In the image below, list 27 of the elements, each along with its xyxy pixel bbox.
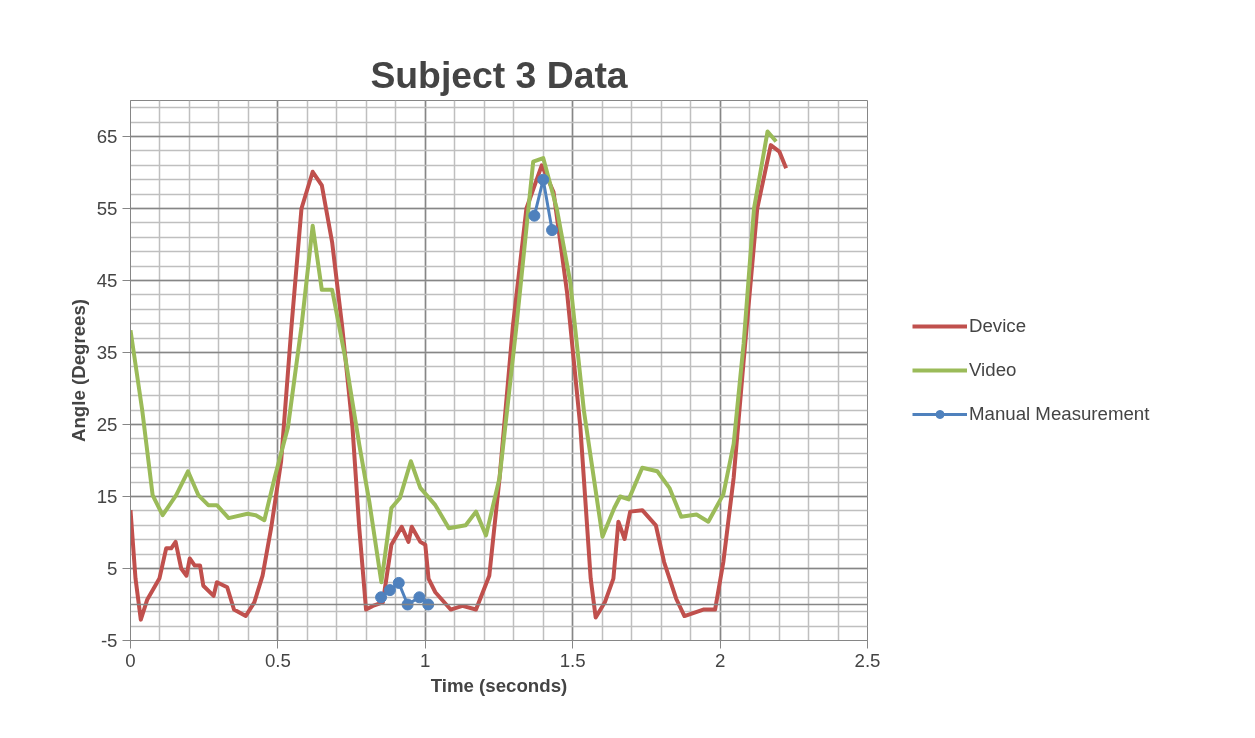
legend-label: Device <box>969 315 1027 337</box>
x-tick-label: 1 <box>420 649 431 671</box>
y-tick-label: 5 <box>107 558 118 579</box>
x-axis-title: Time (seconds) <box>430 674 568 696</box>
y-tick-label: 25 <box>96 414 118 435</box>
point <box>392 576 405 589</box>
y-axis-title: Angle (Degrees) <box>67 298 89 443</box>
x-tick-label: 1.5 <box>559 649 586 671</box>
point <box>537 173 550 186</box>
legend-label: Video <box>969 359 1017 381</box>
y-tick-label: 45 <box>96 270 118 291</box>
point <box>375 591 388 604</box>
legend-label: Manual Measurement <box>969 403 1150 425</box>
y-tick-label: -5 <box>100 630 118 651</box>
point <box>413 591 426 604</box>
y-tick-label: 35 <box>96 342 118 363</box>
y-tick-label: 55 <box>96 198 118 219</box>
x-tick-label: 2 <box>714 649 726 671</box>
y-tick-label: 15 <box>96 486 118 507</box>
x-tick-label: 0 <box>125 649 136 671</box>
point <box>546 224 559 237</box>
x-tick-label: 2.5 <box>854 649 881 671</box>
y-tick-label: 65 <box>96 126 118 147</box>
point <box>528 209 541 222</box>
point <box>383 584 396 597</box>
chart-title: Subject 3 Data <box>370 53 628 96</box>
x-tick-label: 0.5 <box>264 649 291 671</box>
